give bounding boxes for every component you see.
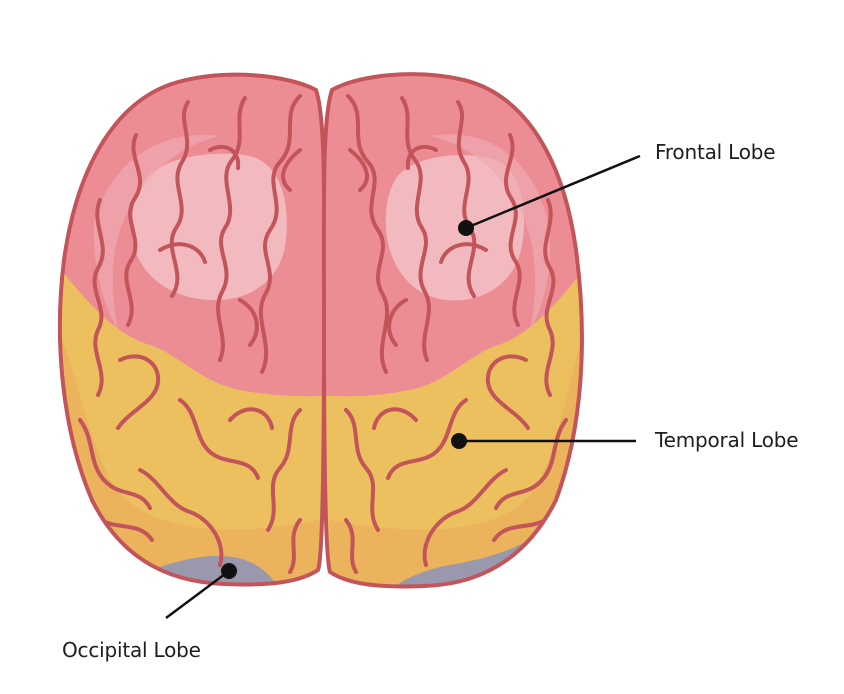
pointer-frontal — [458, 154, 641, 236]
temporal-lobe-label: Temporal Lobe — [655, 428, 799, 452]
pointer-temporal — [451, 433, 636, 449]
left-hemisphere — [57, 72, 327, 587]
frontal-lobe-label: Frontal Lobe — [655, 140, 776, 164]
pointer-occipital — [165, 563, 237, 620]
right-hemisphere — [321, 72, 584, 589]
occipital-lobe-label: Occipital Lobe — [62, 638, 201, 662]
